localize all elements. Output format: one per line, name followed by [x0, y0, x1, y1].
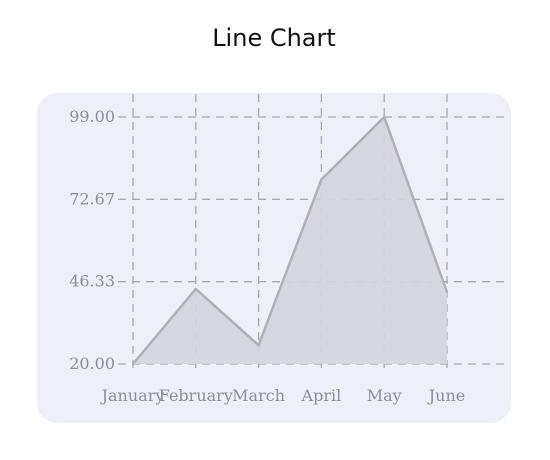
x-tick-label: June [427, 386, 466, 405]
data-point [194, 287, 197, 291]
chart-title: Line Chart [212, 24, 336, 52]
area-fill [133, 117, 447, 364]
data-point [320, 178, 323, 181]
series-line [132, 115, 449, 365]
x-tick-label: March [232, 386, 285, 405]
x-tick-label: February [159, 386, 233, 405]
y-tick-label: 99.00 [69, 107, 115, 126]
x-tick-label: April [301, 386, 342, 405]
data-point [257, 344, 260, 347]
x-tick-label: May [367, 386, 402, 405]
y-tick-label: 46.33 [69, 272, 115, 291]
y-tick-label: 20.00 [69, 354, 115, 373]
data-point [445, 290, 449, 294]
data-point [131, 362, 135, 366]
data-point [383, 115, 386, 119]
y-tick-label: 72.67 [69, 189, 115, 208]
y-axis-ticks: 20.00 46.33 72.67 99.00 [69, 107, 115, 373]
x-tick-label: January [100, 386, 165, 405]
